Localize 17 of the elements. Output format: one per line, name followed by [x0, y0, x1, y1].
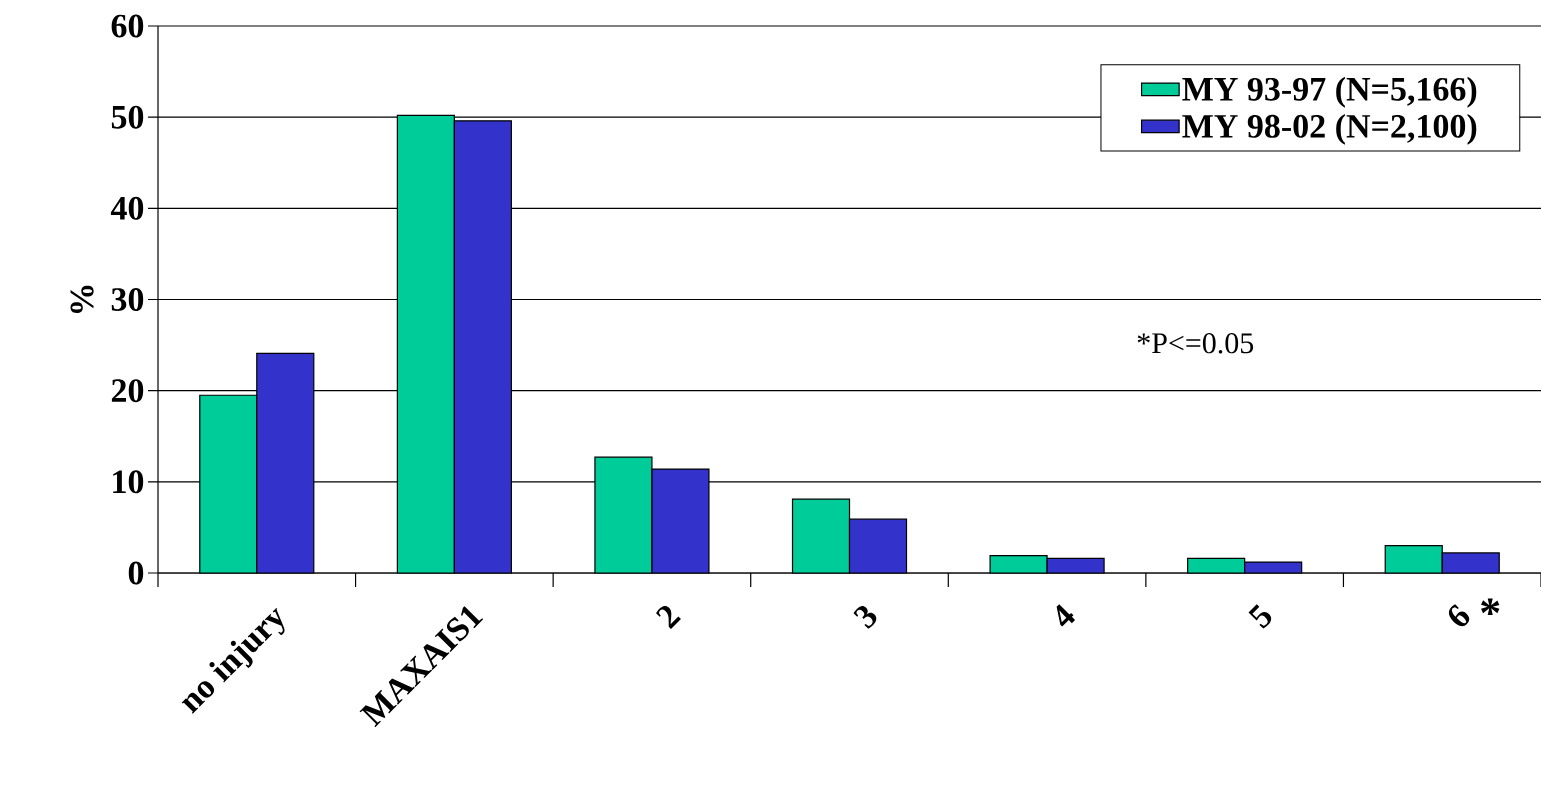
x-tick-label: 5 — [1248, 604, 1272, 629]
x-tick-label: 4 — [1056, 604, 1076, 627]
x-tick-label: 2 — [656, 605, 681, 630]
y-tick-label: 30 — [111, 288, 144, 311]
legend-label: MY 93-97 (N=5,166) — [1182, 76, 1477, 108]
legend-label: MY 98-02 (N=2,100) — [1182, 113, 1477, 145]
y-tick-label: 10 — [113, 470, 144, 494]
y-tick-label: 20 — [111, 379, 144, 403]
text: * — [1481, 598, 1500, 616]
y-tick-label: 40 — [110, 196, 144, 220]
y-tick-label: 0 — [128, 561, 144, 585]
x-tick-label: 6 — [1448, 604, 1470, 627]
y-tick-label: 50 — [111, 105, 144, 129]
y-axis-title: % — [70, 285, 94, 314]
x-tick-label: 3 — [853, 605, 877, 629]
y-tick-label: 60 — [111, 14, 144, 38]
annotation: *P<=0.05 — [1137, 333, 1254, 354]
